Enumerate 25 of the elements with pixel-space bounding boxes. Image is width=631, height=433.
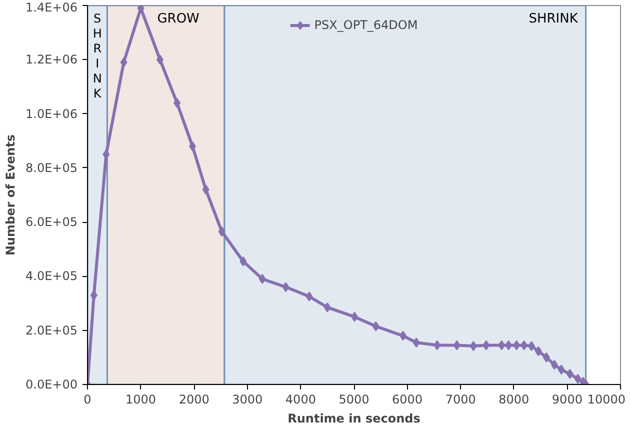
x-tick-label: 9000 [552,392,582,406]
x-tick-label: 0 [84,392,92,406]
x-tick-label: 7000 [445,392,476,406]
x-tick-label: 10000 [587,392,626,406]
y-tick-label: 4.0E+05 [26,269,78,284]
y-tick-label: 0.0E+00 [26,378,78,392]
legend-label: PSX_OPT_64DOM [314,18,418,32]
y-tick-label: 1.4E+06 [26,0,78,14]
y-tick-label: 8.0E+05 [26,160,78,175]
band-label: SHRINK [92,12,102,100]
x-tick-label: 5000 [338,392,370,406]
band-label: GROW [157,12,200,26]
y-tick-label: 1.2E+06 [26,52,78,67]
x-tick-label: 8000 [498,392,530,406]
y-tick-label: 6.0E+05 [26,215,78,230]
y-axis-title: Number of Events [4,134,18,256]
y-tick-label: 1.0E+06 [26,106,78,121]
band-label: SHRINK [528,12,578,26]
x-tick-label: 6000 [392,392,423,406]
x-tick-label: 1000 [126,392,156,406]
y-tick-label: 2.0E+05 [26,323,78,338]
x-axis-title: Runtime in seconds [288,412,420,426]
x-tick-label: 3000 [232,392,263,406]
x-tick-label: 4000 [285,392,316,406]
x-tick-label: 2000 [178,392,210,406]
